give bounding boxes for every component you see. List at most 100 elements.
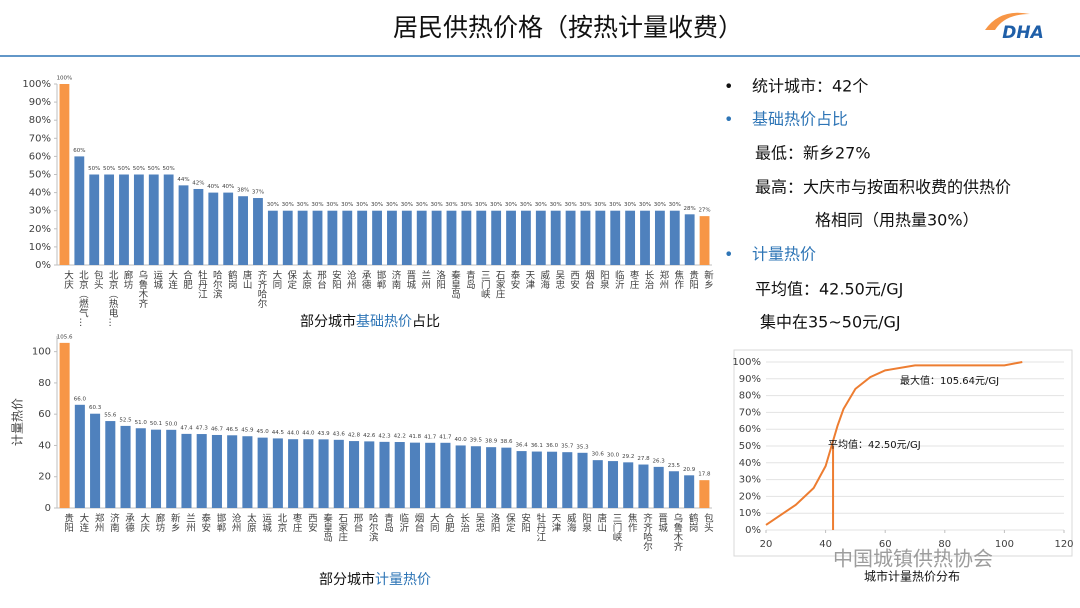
x-tick-label: 威海 (565, 512, 577, 533)
bar (699, 480, 710, 508)
value-label: 30% (669, 202, 681, 208)
x-tick-label: 哈尔滨 (211, 269, 223, 299)
y-tick-label: 30% (29, 206, 51, 217)
x-tick-label: 青岛 (382, 512, 394, 533)
x-tick-label: 唐山 (595, 512, 607, 532)
x-tick-label: 大同 (270, 269, 282, 290)
watermark: 中国城镇供热协会 (833, 547, 993, 571)
bar (394, 442, 405, 508)
x-tick-label: 沧州 (345, 269, 357, 289)
value-label: 30% (356, 202, 368, 208)
value-label: 42.8 (348, 433, 361, 439)
x-tick-label: 北京（燃气… (77, 270, 89, 327)
bar (416, 210, 427, 265)
bar (387, 210, 397, 265)
summary: • 统计城市：42个 • 基础热价占比 最低：新乡27% 最高：大庆市与按面积收… (724, 77, 1011, 332)
bar (486, 447, 497, 508)
x-tick-label: 太原 (300, 269, 312, 289)
x-tick-label: 大同 (428, 512, 440, 533)
bar (303, 439, 314, 508)
summary-line: 最低：新乡27% (755, 144, 871, 163)
value-label: 51.0 (135, 420, 148, 426)
x-tick-label: 秦皇岛 (321, 512, 333, 542)
value-label: 46.7 (211, 426, 224, 432)
y-tick-label: 80% (29, 115, 51, 126)
value-label: 30% (386, 202, 398, 208)
x-tick-label: 鹤岗 (687, 512, 699, 532)
bar (74, 404, 85, 508)
x-tick-label: 乌鲁木齐 (136, 269, 148, 309)
value-label: 41.7 (424, 434, 437, 440)
x-tick-label: 邯郸 (375, 269, 387, 290)
summary-bullet: 计量热价 (752, 245, 816, 264)
x-tick-label: 安阳 (330, 269, 342, 289)
value-label: 44.0 (287, 431, 300, 437)
value-label: 44% (177, 177, 189, 183)
value-label: 38.9 (485, 439, 498, 445)
bar (401, 210, 412, 265)
value-label: 30% (416, 202, 428, 208)
x-tick-label: 大庆 (62, 269, 74, 290)
x-tick-label: 大连 (77, 512, 89, 533)
value-label: 40% (222, 184, 234, 190)
x-tick-label: 20 (760, 539, 773, 550)
y-tick-label: 100 (32, 347, 51, 358)
y-tick-label: 50% (29, 170, 51, 181)
x-tick-label: 沧州 (230, 512, 242, 532)
y-tick-label: 0% (745, 525, 761, 536)
x-tick-label: 枣庄 (291, 513, 303, 533)
bar (669, 210, 680, 265)
bar (193, 188, 204, 265)
x-tick-label: 邢台 (315, 270, 327, 290)
bar (163, 174, 174, 265)
bar (668, 471, 679, 508)
bar (257, 437, 268, 508)
value-label: 30% (445, 202, 457, 208)
bar (501, 447, 512, 508)
x-tick-label: 威海 (538, 269, 550, 290)
value-label: 30% (639, 202, 651, 208)
bullet: • (724, 77, 733, 96)
bar (455, 445, 466, 508)
y-tick-label: 60% (29, 151, 51, 162)
value-label: 30.0 (607, 453, 620, 459)
value-label: 41.7 (439, 434, 452, 440)
x-tick-label: 安阳 (519, 512, 531, 532)
value-label: 27.8 (637, 456, 650, 462)
y-tick-label: 100% (22, 79, 51, 90)
value-label: 27% (698, 208, 710, 214)
x-tick-label: 西安 (568, 270, 580, 290)
value-label: 50% (163, 166, 175, 172)
bar (607, 461, 619, 508)
bar (640, 210, 650, 265)
value-label: 105.6 (57, 334, 73, 340)
value-label: 50% (133, 166, 145, 172)
bar (547, 451, 558, 508)
value-label: 45.9 (241, 428, 254, 434)
value-label: 30% (654, 202, 666, 208)
x-tick-label: 济南 (108, 512, 120, 532)
summary-line: 最高：大庆市与按面积收费的供热价 (755, 178, 1011, 197)
value-label: 30% (490, 202, 502, 208)
x-tick-label: 运城 (260, 513, 272, 533)
value-label: 30% (564, 202, 576, 208)
value-label: 43.9 (317, 431, 330, 437)
x-tick-label: 合肥 (443, 512, 455, 533)
y-tick-label: 60% (739, 424, 761, 435)
bar (684, 214, 695, 265)
y-tick-label: 80% (739, 391, 761, 402)
x-tick-label: 包头 (702, 512, 714, 533)
bar (491, 210, 502, 265)
bar (297, 210, 308, 265)
annotation: 最大值：105.64元/GJ (900, 374, 999, 387)
value-label: 36.4 (515, 443, 528, 449)
x-tick-label: 天津 (523, 270, 535, 290)
x-tick-label: 哈尔滨 (367, 512, 379, 542)
bar (653, 466, 664, 508)
x-tick-label: 郑州 (93, 512, 105, 532)
value-label: 30% (535, 202, 547, 208)
y-tick-label: 100% (732, 357, 761, 368)
value-label: 55.6 (104, 413, 117, 419)
summary-bullet: 统计城市：42个 (752, 77, 868, 96)
caption-part: 基础热价 (356, 313, 412, 330)
